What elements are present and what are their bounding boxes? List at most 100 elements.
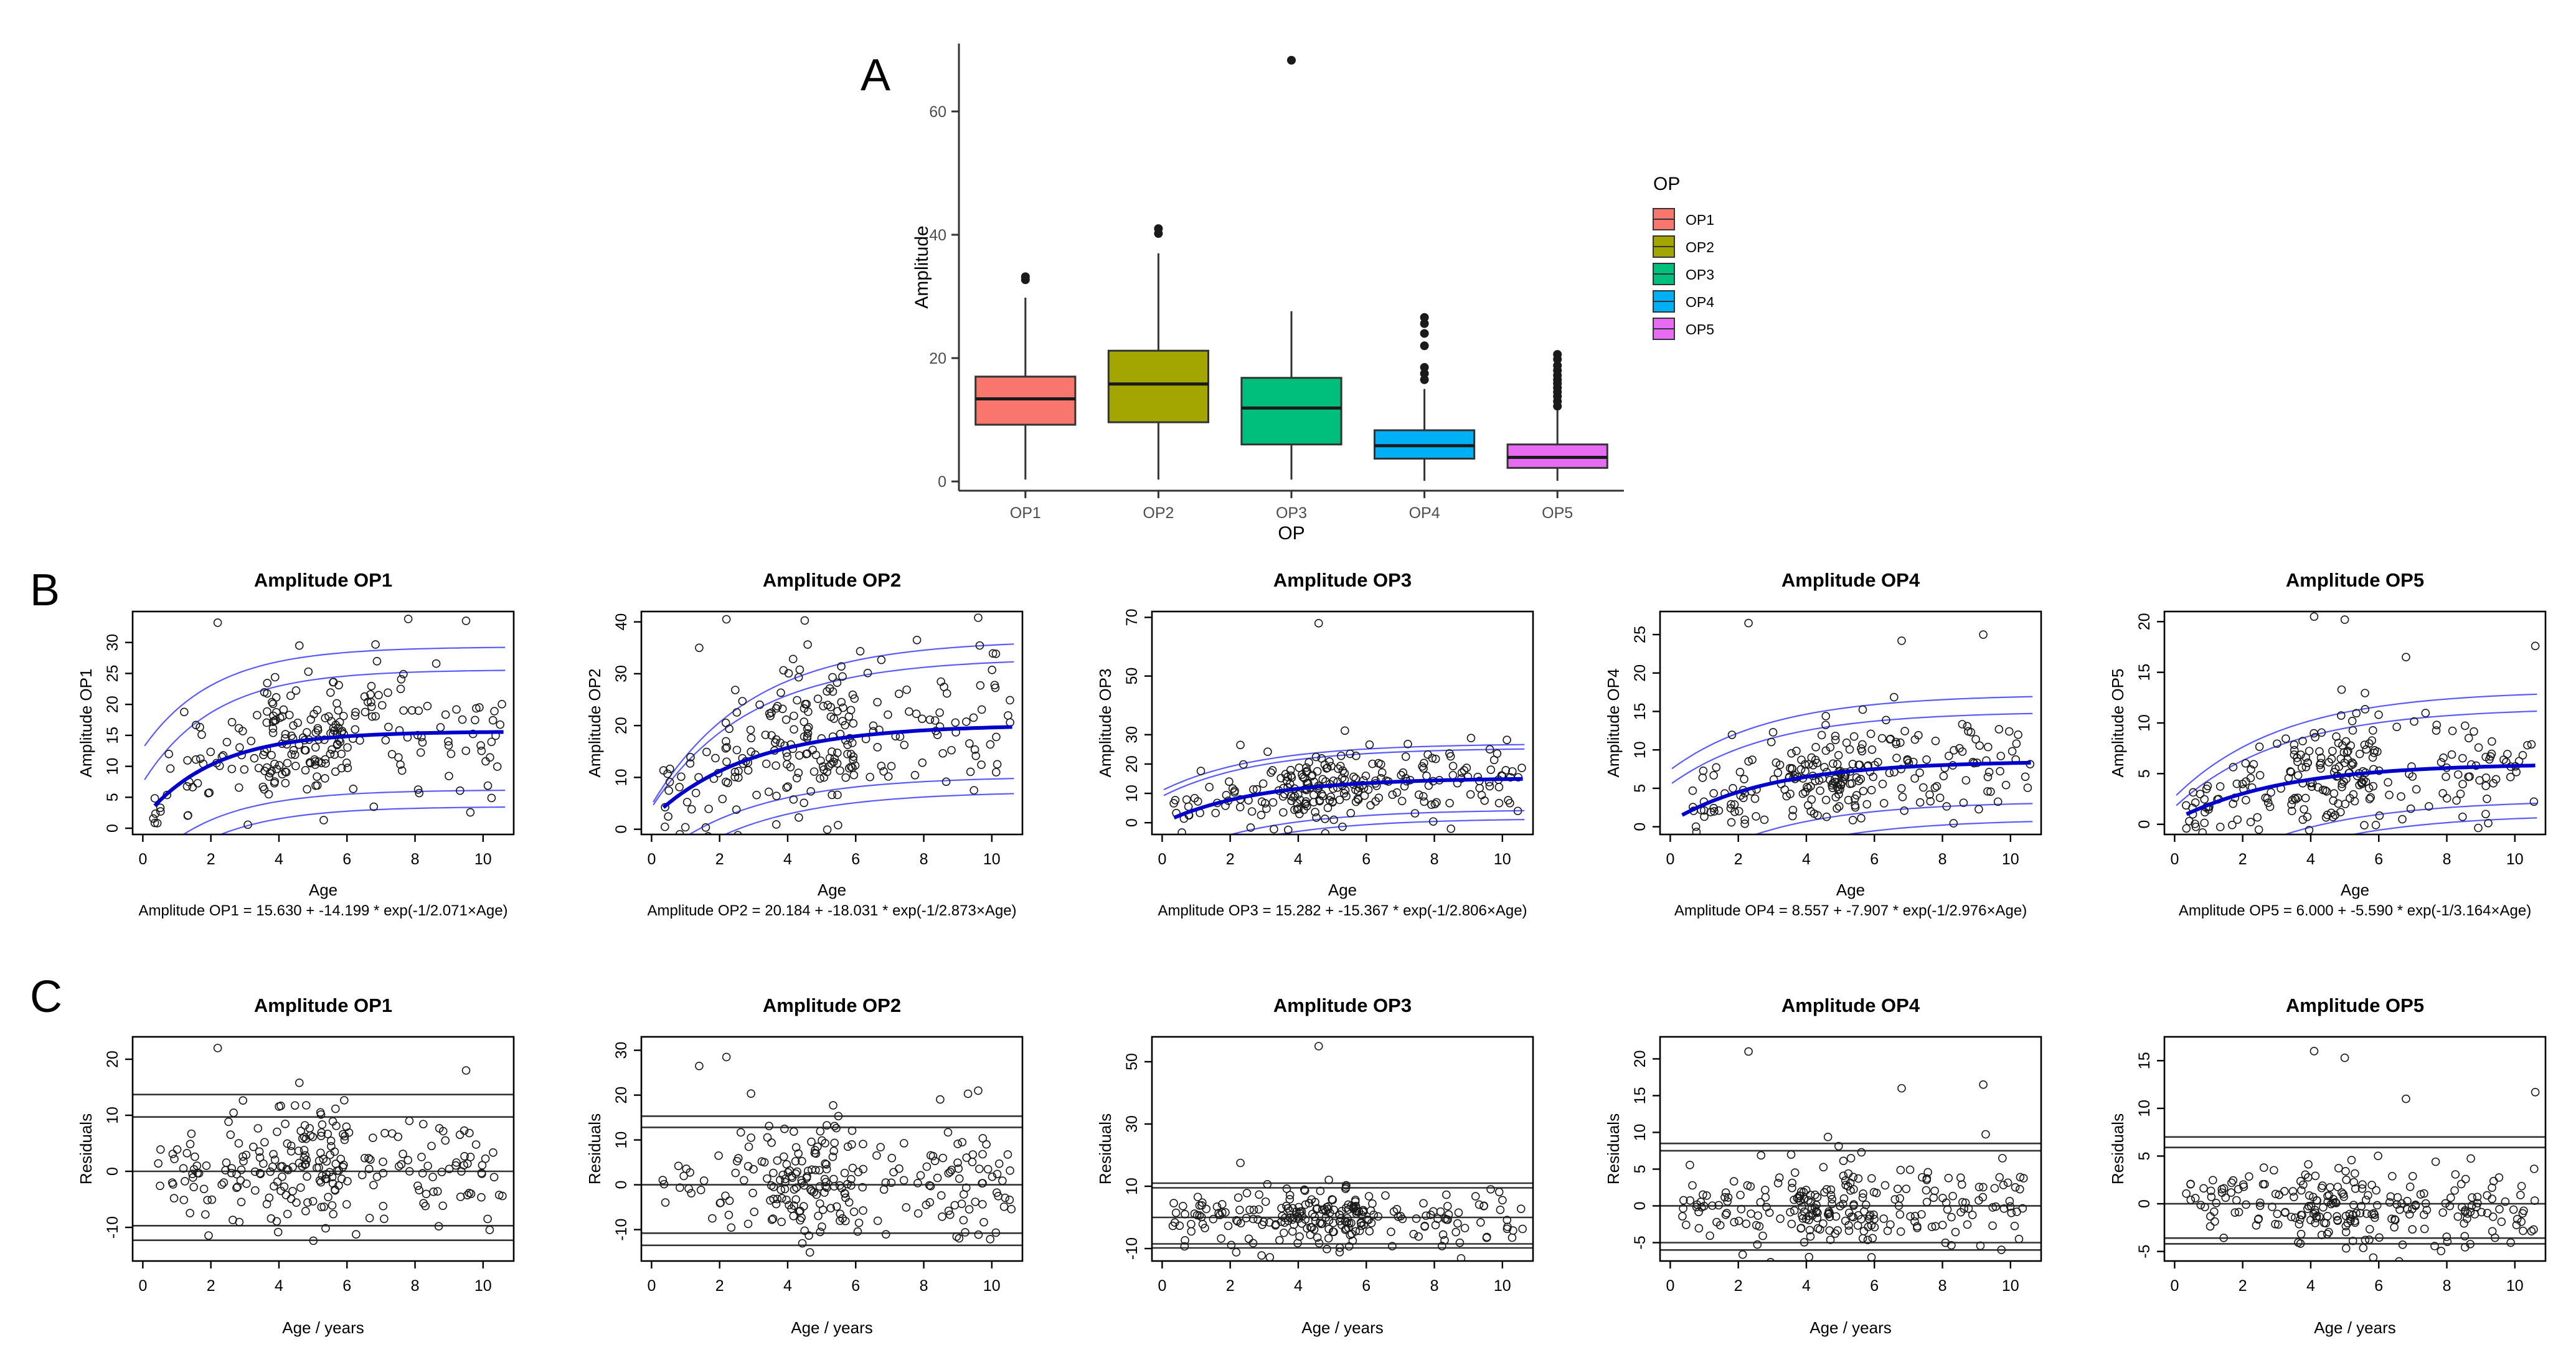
residual-point — [1859, 1227, 1869, 1235]
residual-point — [333, 1166, 342, 1175]
residual-point — [2221, 1193, 2230, 1202]
data-point — [1857, 814, 1866, 823]
y-tick-label: 10 — [613, 1131, 630, 1149]
data-point — [732, 708, 742, 717]
residual-point — [978, 1134, 988, 1143]
residual-point — [1197, 1212, 1206, 1222]
data-point — [838, 717, 847, 725]
residual-point — [2333, 1216, 2342, 1224]
data-point — [496, 720, 505, 729]
residual-point — [1349, 1203, 1358, 1212]
data-point — [1963, 722, 1972, 731]
data-point — [806, 787, 815, 796]
data-point — [481, 757, 490, 766]
residual-point — [2446, 1260, 2450, 1261]
residual-point — [1364, 1192, 1374, 1201]
x-axis-title: Age — [2341, 881, 2369, 899]
data-point — [1958, 720, 1967, 729]
box-op3 — [1240, 377, 1342, 446]
residual-point — [1178, 1202, 1187, 1211]
data-point — [1727, 818, 1736, 827]
data-point — [156, 807, 165, 816]
data-point — [1729, 783, 1737, 793]
residual-point — [826, 1204, 836, 1212]
residual-point — [731, 1168, 740, 1178]
residual-point — [1758, 1231, 1767, 1240]
legend-label: OP1 — [1686, 212, 1714, 228]
data-point — [452, 705, 461, 714]
data-point — [356, 736, 364, 745]
residual-point — [659, 1179, 669, 1189]
y-tick-label: 0 — [1631, 823, 1649, 831]
y-axis-title: Residuals — [1096, 1113, 1115, 1184]
prediction-band-line — [653, 643, 1014, 803]
data-point — [2246, 773, 2255, 783]
residual-point — [2420, 1189, 2428, 1198]
residual-point — [1436, 1207, 1445, 1216]
residual-point — [483, 1214, 492, 1224]
residual-point — [1175, 1221, 1184, 1230]
data-point — [2203, 782, 2212, 791]
residual-point — [1857, 1148, 1866, 1157]
residual-point — [394, 1162, 403, 1171]
data-point — [1831, 732, 1840, 740]
data-point — [1727, 800, 1735, 809]
data-point — [188, 783, 197, 791]
residual-point — [1805, 1226, 1814, 1235]
residual-point — [1294, 1202, 1303, 1212]
residual-point — [1800, 1238, 1809, 1247]
residual-point — [974, 1086, 983, 1095]
residual-point — [1518, 1224, 1527, 1234]
residual-point — [1841, 1176, 1850, 1185]
data-point — [873, 697, 882, 707]
residual-point — [797, 1176, 806, 1185]
data-point — [1311, 808, 1319, 816]
data-point — [1851, 803, 1860, 812]
residual-point — [269, 1150, 278, 1159]
residual-point — [441, 1136, 450, 1145]
residual-point — [461, 1066, 471, 1075]
residual-point — [186, 1209, 194, 1217]
data-point — [293, 718, 303, 727]
data-point — [1318, 775, 1328, 784]
fit-curve — [2186, 763, 2536, 816]
residual-point — [255, 1169, 265, 1178]
residual-point — [1804, 1196, 1813, 1205]
residual-point — [1930, 1186, 1939, 1196]
data-point — [1446, 824, 1456, 833]
data-point — [333, 699, 341, 708]
residual-point — [1265, 1218, 1274, 1227]
residual-point — [2494, 1173, 2504, 1182]
residual-point — [858, 1183, 867, 1192]
data-point — [1931, 737, 1940, 745]
residual-point — [235, 1217, 244, 1227]
data-point — [275, 761, 284, 770]
data-point — [2292, 868, 2300, 876]
residual-point — [829, 1174, 838, 1184]
data-point — [773, 702, 782, 711]
residual-point — [991, 1228, 1001, 1237]
data-point — [1397, 796, 1407, 806]
data-point — [977, 705, 986, 714]
data-point — [761, 730, 770, 739]
data-point — [2456, 789, 2465, 798]
residual-point — [295, 1079, 304, 1087]
data-point — [1419, 764, 1428, 773]
data-point — [2475, 776, 2484, 785]
data-point — [1803, 782, 1811, 791]
residual-point — [1198, 1198, 1207, 1207]
data-point — [2301, 753, 2310, 762]
residual-point — [2402, 1094, 2410, 1103]
data-point — [2189, 788, 2197, 797]
data-point — [836, 766, 844, 775]
x-tick-label: 8 — [411, 851, 420, 868]
residual-point — [802, 1173, 811, 1183]
x-axis-title: OP — [1278, 523, 1305, 544]
data-point — [1925, 790, 1934, 799]
residual-point — [156, 1181, 164, 1191]
data-point — [930, 716, 940, 725]
y-axis-title: Residuals — [77, 1113, 95, 1184]
residual-point — [302, 1155, 311, 1164]
residual-point — [2346, 1216, 2355, 1225]
